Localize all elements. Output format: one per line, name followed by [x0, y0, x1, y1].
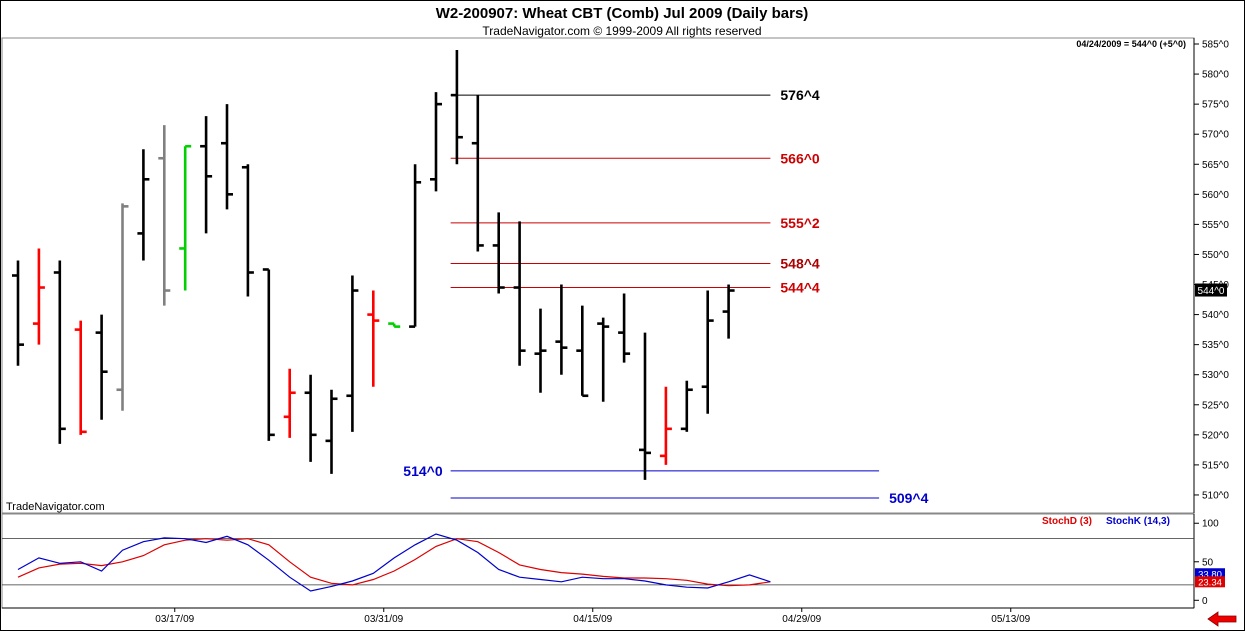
stochastic-panel[interactable] [1, 513, 1195, 609]
ohlc-bar [722, 284, 735, 339]
chart-title: W2-200907: Wheat CBT (Comb) Jul 2009 (Da… [436, 5, 809, 22]
stoch-legend: StochD (3) StochK (14,3) [1042, 516, 1170, 527]
date-tick-label: 03/31/09 [364, 614, 403, 625]
date-tick-label: 04/29/09 [782, 614, 821, 625]
stoch-value-badge: 33.80 [1195, 568, 1225, 580]
ohlc-bar [158, 125, 171, 306]
scroll-right-arrow-icon[interactable] [1207, 611, 1237, 627]
stochd-legend-label: StochD (3) [1042, 516, 1092, 527]
ohlc-bar [597, 317, 610, 402]
date-tick-label: 03/17/09 [155, 614, 194, 625]
price-tick-label: 525^0 [1202, 400, 1229, 411]
ohlc-bar [492, 212, 505, 294]
stoch-value-badge-bg [1195, 568, 1225, 580]
date-tick-label: 04/15/09 [573, 614, 612, 625]
price-readout: 04/24/2009 = 544^0 (+5^0) [1076, 39, 1186, 49]
level-label: 509^4 [889, 490, 929, 506]
ohlc-bar [513, 221, 526, 366]
ohlc-bar [450, 50, 463, 165]
price-tick-label: 510^0 [1202, 490, 1229, 501]
date-tick-label: 05/13/09 [991, 614, 1030, 625]
price-tick-label: 575^0 [1202, 100, 1229, 111]
ohlc-bar [116, 203, 129, 411]
ohlc-bar [367, 290, 380, 387]
level-lines: 576^4 566^0 555^2 548^4 544^4 514^0 509^4 [403, 87, 928, 506]
ohlc-bar [74, 320, 87, 435]
ohlc-bars [12, 50, 735, 480]
level-label: 576^4 [780, 87, 820, 103]
ohlc-bar [701, 290, 714, 414]
price-tick-label: 530^0 [1202, 370, 1229, 381]
watermark-text: TradeNavigator.com [6, 501, 105, 513]
ohlc-bar [262, 268, 275, 441]
ohlc-bar [12, 260, 24, 366]
ohlc-bar [95, 314, 108, 420]
price-tick-label: 580^0 [1202, 70, 1229, 81]
level-label: 566^0 [780, 150, 820, 166]
stoch-series [17, 533, 771, 592]
stochk-legend-label: StochK (14,3) [1106, 516, 1170, 527]
ohlc-bar [409, 164, 422, 328]
price-tick-label: 535^0 [1202, 340, 1229, 351]
price-tick-label: 565^0 [1202, 160, 1229, 171]
ohlc-bar [534, 308, 547, 393]
ohlc-bar [32, 248, 45, 345]
date-axis: 03/17/09 03/31/09 04/15/09 04/29/09 05/13/09 [155, 608, 1031, 625]
level-label: 514^0 [403, 463, 443, 479]
price-tick-label: 555^0 [1202, 220, 1229, 231]
price-panel[interactable] [1, 37, 1195, 514]
last-price-badge: 544^0 [1195, 283, 1227, 297]
ohlc-bar [346, 275, 359, 432]
stoch-axis: 100 50 0 [1194, 519, 1219, 607]
price-tick-label: 570^0 [1202, 130, 1229, 141]
price-tick-label: 520^0 [1202, 430, 1229, 441]
stochd-line [17, 538, 771, 587]
ohlc-bar [639, 332, 651, 480]
price-tick-label: 515^0 [1202, 460, 1229, 471]
ohlc-bar [137, 149, 150, 261]
ohlc-bar [576, 305, 589, 398]
ohlc-bar [53, 260, 66, 444]
price-tick-label: 540^0 [1202, 310, 1229, 321]
ohlc-bar [618, 293, 631, 363]
ohlc-bar [659, 386, 672, 465]
ohlc-bar [430, 92, 442, 192]
price-tick-label: 560^0 [1202, 190, 1229, 201]
stoch-tick-label: 0 [1202, 596, 1208, 607]
price-tick-label: 550^0 [1202, 250, 1229, 261]
last-price-label: 544^0 [1198, 286, 1225, 297]
stoch-value-badge: 23.34 [1195, 576, 1225, 588]
ohlc-bar [325, 389, 338, 474]
price-tick-label: 585^0 [1202, 40, 1229, 51]
ohlc-bar [388, 322, 401, 328]
stoch-value-badge-bg [1195, 576, 1225, 588]
stoch-tick-label: 100 [1202, 519, 1219, 530]
ohlc-bar [200, 116, 213, 234]
level-label: 544^4 [780, 280, 820, 296]
level-label: 555^2 [780, 215, 820, 231]
stoch-tick-label: 50 [1202, 557, 1214, 568]
ohlc-bar [304, 374, 317, 462]
ohlc-bar [471, 95, 484, 252]
stochk-line [17, 533, 771, 592]
ohlc-bar [555, 284, 568, 375]
stoch-value-text: 33.80 [1198, 569, 1222, 580]
ohlc-bar [680, 380, 693, 432]
ohlc-bar [283, 368, 296, 438]
ohlc-bar [241, 164, 254, 297]
ohlc-bar [221, 104, 233, 210]
ohlc-bar [179, 144, 192, 291]
level-label: 548^4 [780, 255, 820, 271]
stoch-value-text: 23.34 [1198, 577, 1222, 588]
chart-copyright: TradeNavigator.com © 1999-2009 All right… [482, 24, 761, 38]
